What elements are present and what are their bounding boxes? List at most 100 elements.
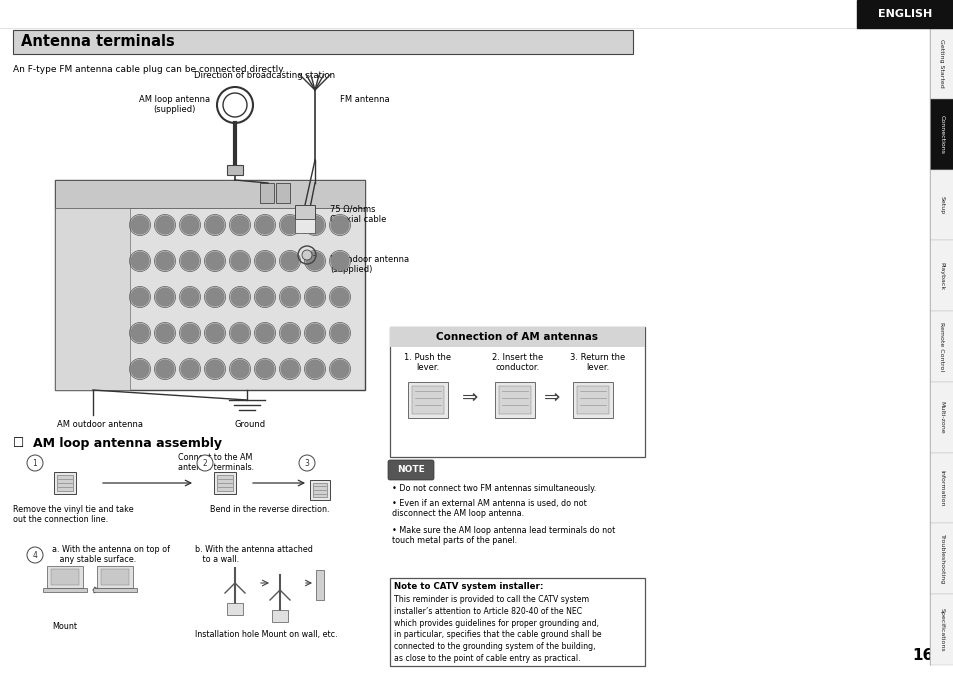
Bar [55,180,365,208]
Text: 4: 4 [32,551,37,560]
Bar [213,472,235,494]
Circle shape [231,324,249,342]
Circle shape [27,547,43,563]
Bar [929,28,953,99]
Text: 1. Push the
lever.: 1. Push the lever. [404,353,451,373]
Bar [101,569,129,585]
Circle shape [181,216,199,234]
Circle shape [206,288,224,306]
Bar [55,208,130,390]
Bar [275,183,290,203]
Text: Getting Started: Getting Started [939,39,943,88]
Bar [573,382,613,418]
Bar [310,480,330,500]
Circle shape [181,288,199,306]
Bar [51,569,79,585]
Bar [227,165,243,175]
Text: • Make sure the AM loop antenna lead terminals do not
touch metal parts of the p: • Make sure the AM loop antenna lead ter… [392,526,615,545]
Bar [929,240,953,311]
Circle shape [281,288,298,306]
Circle shape [181,360,199,378]
Circle shape [27,455,43,471]
Bar [294,219,314,233]
Circle shape [331,252,349,270]
Text: ⇒: ⇒ [543,387,559,406]
Circle shape [306,216,324,234]
Text: An F-type FM antenna cable plug can be connected directly.: An F-type FM antenna cable plug can be c… [13,65,285,74]
Circle shape [156,216,173,234]
Bar [929,453,953,523]
Text: Installation hole Mount on wall, etc.: Installation hole Mount on wall, etc. [194,630,337,639]
Text: Mount: Mount [52,622,77,631]
Text: Connection of AM antennas: Connection of AM antennas [436,332,598,342]
Bar [498,386,531,414]
Text: ENGLISH: ENGLISH [878,9,932,19]
Circle shape [255,288,274,306]
Circle shape [156,252,173,270]
Circle shape [306,360,324,378]
Text: 2: 2 [202,458,207,468]
Bar [272,610,288,622]
Bar [929,523,953,594]
Bar [43,588,87,592]
Circle shape [331,288,349,306]
Circle shape [255,324,274,342]
Text: Specifications: Specifications [939,608,943,651]
Circle shape [231,360,249,378]
Circle shape [281,324,298,342]
Bar [412,386,443,414]
Text: Ground: Ground [234,420,265,429]
Bar [57,475,73,491]
Bar [929,594,953,665]
Bar [47,566,83,588]
Text: Multi-zone: Multi-zone [939,401,943,433]
Text: AM outdoor antenna: AM outdoor antenna [57,420,143,429]
Circle shape [231,288,249,306]
Text: Note to CATV system installer:: Note to CATV system installer: [394,582,543,591]
Text: 75 Ω/ohms
Coaxial cable: 75 Ω/ohms Coaxial cable [330,205,386,224]
Bar [408,382,448,418]
Text: • Even if an external AM antenna is used, do not
disconnect the AM loop antenna.: • Even if an external AM antenna is used… [392,499,586,518]
Circle shape [131,252,149,270]
Bar [929,169,953,240]
Circle shape [331,360,349,378]
Text: FM antenna: FM antenna [339,95,389,104]
Text: 1: 1 [32,458,37,468]
Circle shape [281,216,298,234]
Text: Troubleshooting: Troubleshooting [939,534,943,584]
Circle shape [196,455,213,471]
Circle shape [281,360,298,378]
Text: Antenna terminals: Antenna terminals [21,34,174,49]
Text: FM indoor antenna
(supplied): FM indoor antenna (supplied) [330,255,409,275]
Text: Playback: Playback [939,262,943,290]
Text: b. With the antenna attached
   to a wall.: b. With the antenna attached to a wall. [194,545,313,564]
Text: Bend in the reverse direction.: Bend in the reverse direction. [210,505,329,514]
Bar [54,472,76,494]
Circle shape [206,360,224,378]
Text: 3: 3 [304,458,309,468]
Text: • Do not connect two FM antennas simultaneously.: • Do not connect two FM antennas simulta… [392,484,596,493]
Text: 3. Return the
lever.: 3. Return the lever. [570,353,625,373]
Bar [216,475,233,491]
Text: 16: 16 [912,648,933,663]
Bar [495,382,535,418]
Circle shape [331,324,349,342]
Circle shape [181,324,199,342]
FancyBboxPatch shape [388,460,434,480]
Circle shape [131,360,149,378]
Circle shape [156,360,173,378]
Bar [929,382,953,453]
Bar [929,99,953,169]
Text: Remove the vinyl tie and take
out the connection line.: Remove the vinyl tie and take out the co… [13,505,133,524]
Circle shape [255,216,274,234]
Text: Connect to the AM
antenna terminals.: Connect to the AM antenna terminals. [178,453,253,472]
Text: Direction of broadcasting station: Direction of broadcasting station [194,71,335,80]
Text: Setup: Setup [939,196,943,214]
Bar [929,311,953,382]
Bar [227,603,243,615]
Circle shape [306,252,324,270]
Bar [856,0,953,28]
Text: ⇒: ⇒ [461,387,477,406]
Bar [294,205,314,219]
Circle shape [231,252,249,270]
